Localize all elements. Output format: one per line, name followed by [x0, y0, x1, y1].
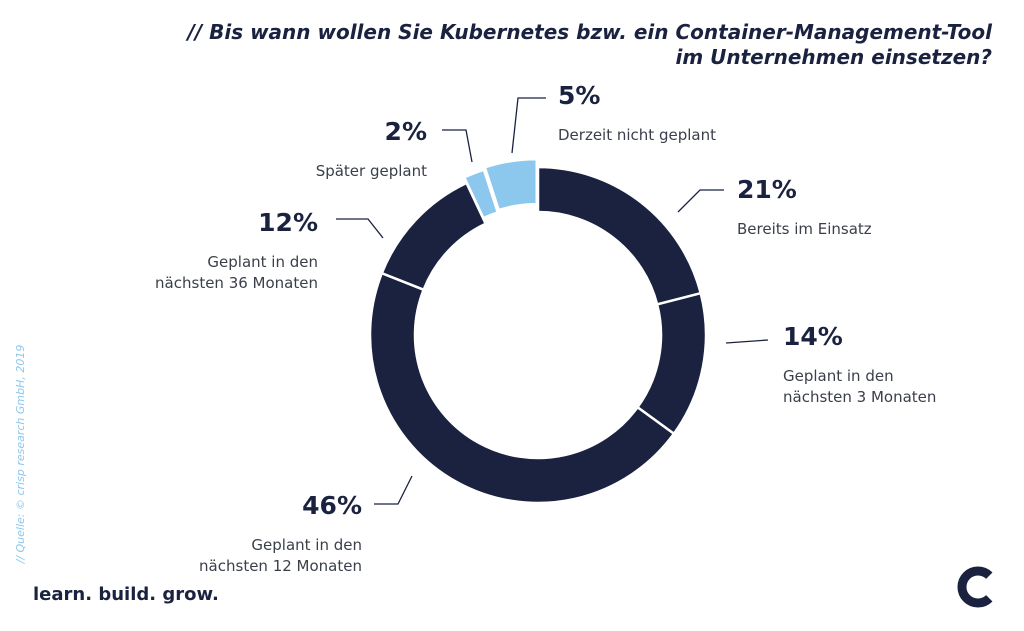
leader-line-3 [336, 218, 384, 239]
slice-category-label-3-1: nächsten 36 Monaten [155, 274, 318, 292]
slice-percent-label-0: 21% [737, 175, 797, 204]
crisp-logo-icon [957, 566, 993, 608]
slice-percent-label-4: 2% [385, 117, 427, 146]
slice-category-label-4-0: Später geplant [316, 162, 427, 180]
slice-category-label-0-0: Bereits im Einsatz [737, 220, 872, 238]
slice-percent-label-2: 46% [302, 491, 362, 520]
slice-percent-label-1: 14% [783, 322, 843, 351]
slice-category-label-1-1: nächsten 3 Monaten [783, 388, 936, 406]
leader-line-4 [442, 129, 473, 163]
slice-category-label-2-1: nächsten 12 Monaten [199, 557, 362, 575]
leader-line-0 [677, 189, 724, 213]
slice-percent-label-3: 12% [258, 208, 318, 237]
slice-3 [380, 181, 488, 292]
slice-5 [483, 157, 538, 212]
slice-percent-label-5: 5% [558, 81, 600, 110]
slice-1 [635, 291, 708, 436]
slice-category-label-1-0: Geplant in den [783, 367, 894, 385]
slice-category-label-2-0: Geplant in den [251, 536, 362, 554]
chart-title-line-1: // Bis wann wollen Sie Kubernetes bzw. e… [187, 20, 992, 44]
leader-line-1 [725, 339, 769, 344]
slice-0 [536, 165, 703, 306]
source-note: // Quelle: © crisp research GmbH, 2019 [14, 344, 27, 564]
slice-category-label-3-0: Geplant in den [207, 253, 318, 271]
slice-4 [462, 168, 500, 220]
slice-2 [368, 271, 676, 505]
chart-title-line-2: im Unternehmen einsetzen? [675, 45, 992, 69]
slogan: learn. build. grow. [33, 584, 219, 605]
leader-line-5 [511, 97, 546, 154]
slice-category-label-5-0: Derzeit nicht geplant [558, 126, 716, 144]
leader-line-2 [374, 475, 413, 505]
